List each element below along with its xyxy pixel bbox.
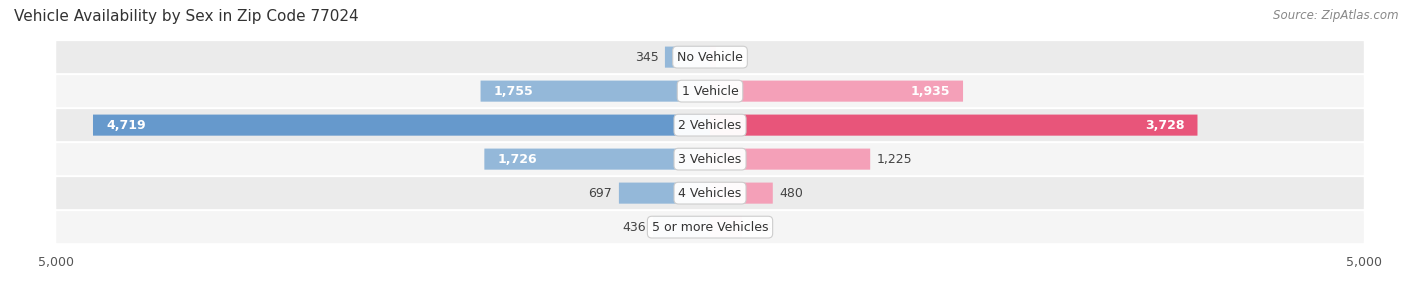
FancyBboxPatch shape (710, 149, 870, 170)
FancyBboxPatch shape (56, 75, 1364, 107)
FancyBboxPatch shape (710, 217, 742, 238)
FancyBboxPatch shape (56, 109, 1364, 141)
Text: 1,726: 1,726 (498, 153, 537, 166)
FancyBboxPatch shape (56, 211, 1364, 243)
Text: 5 or more Vehicles: 5 or more Vehicles (652, 221, 768, 233)
FancyBboxPatch shape (710, 114, 1198, 136)
Text: 1 Vehicle: 1 Vehicle (682, 85, 738, 98)
Text: 4,719: 4,719 (105, 119, 146, 132)
Text: 697: 697 (589, 187, 613, 200)
Text: 345: 345 (634, 50, 658, 64)
FancyBboxPatch shape (665, 47, 710, 68)
Text: 480: 480 (779, 187, 803, 200)
Text: 1,225: 1,225 (877, 153, 912, 166)
Text: 3,728: 3,728 (1144, 119, 1184, 132)
FancyBboxPatch shape (93, 114, 710, 136)
Text: 244: 244 (748, 221, 772, 233)
FancyBboxPatch shape (710, 80, 963, 102)
Text: Vehicle Availability by Sex in Zip Code 77024: Vehicle Availability by Sex in Zip Code … (14, 9, 359, 24)
FancyBboxPatch shape (481, 80, 710, 102)
FancyBboxPatch shape (710, 183, 773, 204)
Legend: Male, Female: Male, Female (643, 302, 778, 306)
FancyBboxPatch shape (56, 41, 1364, 73)
Text: 436: 436 (623, 221, 647, 233)
Text: Source: ZipAtlas.com: Source: ZipAtlas.com (1274, 9, 1399, 22)
FancyBboxPatch shape (710, 47, 716, 68)
FancyBboxPatch shape (56, 143, 1364, 175)
Text: 2 Vehicles: 2 Vehicles (679, 119, 741, 132)
FancyBboxPatch shape (484, 149, 710, 170)
Text: 4 Vehicles: 4 Vehicles (679, 187, 741, 200)
Text: 1,935: 1,935 (911, 85, 950, 98)
Text: 3 Vehicles: 3 Vehicles (679, 153, 741, 166)
FancyBboxPatch shape (56, 177, 1364, 209)
Text: 1,755: 1,755 (494, 85, 533, 98)
FancyBboxPatch shape (652, 217, 710, 238)
FancyBboxPatch shape (619, 183, 710, 204)
Text: No Vehicle: No Vehicle (678, 50, 742, 64)
Text: 46: 46 (723, 50, 738, 64)
